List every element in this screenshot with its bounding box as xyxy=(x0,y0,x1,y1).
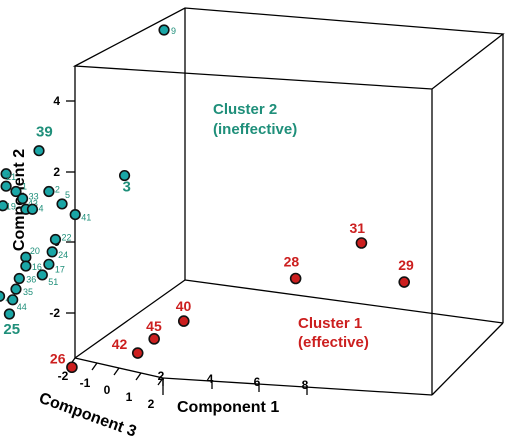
point-label: 19 xyxy=(6,202,16,212)
scatter-point xyxy=(0,168,12,180)
scatter-point xyxy=(66,361,78,374)
z-tick-label: -1 xyxy=(80,376,91,390)
x-tick-label: 6 xyxy=(254,375,261,389)
scatter-point xyxy=(177,315,190,327)
y-tick-label: 4 xyxy=(53,94,60,108)
x-tick-label: 4 xyxy=(207,372,214,386)
point-label: 24 xyxy=(58,250,68,260)
z-tick-label: 2 xyxy=(148,397,155,411)
point-label: 39 xyxy=(36,124,53,141)
point-label: 41 xyxy=(81,213,91,223)
point-label: 16 xyxy=(32,262,42,272)
z-tick-mark xyxy=(135,372,142,381)
x-axis-title: Component 1 xyxy=(177,399,279,416)
point-label: 1 xyxy=(22,182,27,192)
box-frame xyxy=(72,7,505,396)
scatter-point xyxy=(355,237,368,249)
scatter-point xyxy=(16,193,29,205)
scatter-point xyxy=(7,294,19,306)
point-label: 3 xyxy=(123,179,131,196)
point-label: 45 xyxy=(146,318,162,334)
point-label: 51 xyxy=(48,277,58,287)
point-label: 28 xyxy=(284,254,300,270)
scatter-point xyxy=(0,200,9,212)
data-points: 9143933721124633231943454132136101152342… xyxy=(0,24,414,374)
point-label: 25 xyxy=(3,321,20,338)
point-label: 43 xyxy=(28,198,38,208)
scatter-point xyxy=(56,198,68,210)
point-label: 33 xyxy=(29,192,39,202)
scatter-point xyxy=(20,260,32,272)
point-label: 42 xyxy=(112,336,128,352)
scatter-point xyxy=(43,185,55,198)
scatter-point xyxy=(13,272,25,285)
scatter-point xyxy=(36,269,48,281)
z-tick-label: 1 xyxy=(126,390,133,404)
point-label: 31 xyxy=(349,220,365,236)
scatter-point xyxy=(118,169,131,182)
scatter-point xyxy=(49,233,62,246)
scatter-point xyxy=(43,258,55,270)
point-label: 26 xyxy=(50,350,66,366)
z-tick-mark xyxy=(91,362,98,371)
scatter-point xyxy=(131,347,144,359)
x-tick-label: 8 xyxy=(302,378,309,392)
point-label: 29 xyxy=(398,257,414,273)
point-label: 44 xyxy=(17,302,27,312)
cluster-1-label-line2: (effective) xyxy=(298,334,369,351)
point-label: 5 xyxy=(65,190,70,200)
scatter-point xyxy=(69,209,81,221)
y-tick-label: 2 xyxy=(53,165,60,179)
cluster-1-label-line1: Cluster 1 xyxy=(298,315,362,332)
scatter-point xyxy=(0,290,6,302)
z-tick-mark xyxy=(157,377,164,386)
cluster-2-label-line2: (ineffective) xyxy=(213,121,297,138)
scatter-point xyxy=(33,145,45,157)
scatter-point xyxy=(46,246,58,258)
z-tick-label: 0 xyxy=(104,383,111,397)
point-label: 35 xyxy=(23,287,33,297)
scatter-point xyxy=(10,185,22,198)
scatter-point xyxy=(158,24,170,36)
z-axis-title: Component 3 xyxy=(37,390,139,441)
point-label: 36 xyxy=(26,275,36,285)
scatter-point xyxy=(26,203,39,215)
scatter-point xyxy=(10,283,22,295)
cluster-2-label-line1: Cluster 2 xyxy=(213,101,277,118)
scatter-point xyxy=(3,308,16,320)
point-label: 20 xyxy=(30,246,40,256)
point-label: 21 xyxy=(6,172,16,182)
z-tick-label: -2 xyxy=(58,369,69,383)
point-label: 9 xyxy=(171,26,176,36)
point-label: 17 xyxy=(55,264,65,274)
scatter-point xyxy=(0,180,12,192)
point-label: 22 xyxy=(61,232,71,242)
scatter-point xyxy=(289,272,302,285)
z-tick-mark xyxy=(113,367,120,376)
point-label: 4 xyxy=(38,203,43,213)
point-label: 40 xyxy=(176,298,192,314)
point-label: 2 xyxy=(55,185,60,195)
x-axis-ticks: 2 4 6 8 xyxy=(158,369,309,395)
scatter-point xyxy=(148,333,160,345)
y-tick-label: -2 xyxy=(49,306,60,320)
scatter-point xyxy=(398,276,411,288)
x-tick-label: 2 xyxy=(158,369,165,383)
